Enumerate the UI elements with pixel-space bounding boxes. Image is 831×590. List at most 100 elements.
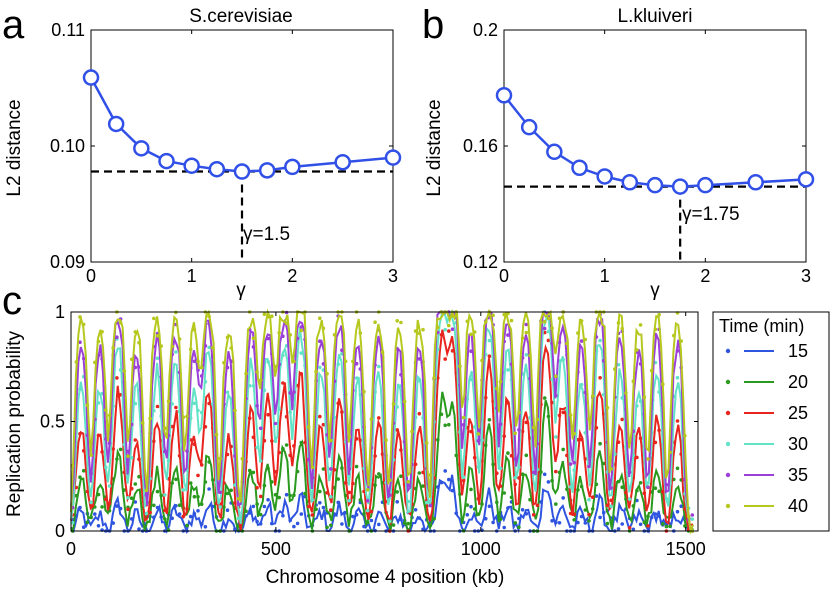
data-point-30 <box>365 508 370 513</box>
data-point-40 <box>576 331 580 335</box>
data-point-40 <box>391 402 396 406</box>
data-point-20 <box>635 488 639 493</box>
data-point-30 <box>258 459 263 463</box>
data-point-40 <box>185 414 189 419</box>
data-point-35 <box>340 348 344 353</box>
data-point-30 <box>498 466 503 471</box>
data-point-35 <box>144 493 149 497</box>
data-point-20 <box>399 474 403 479</box>
data-point-35 <box>107 441 112 446</box>
data-point-20 <box>199 502 204 507</box>
data-point-20 <box>332 485 337 490</box>
data-point-30 <box>646 481 650 485</box>
data-point-15 <box>454 511 459 515</box>
data-point-25 <box>343 481 348 485</box>
data-point-20 <box>329 523 333 528</box>
x-tick-label: 500 <box>261 539 291 559</box>
data-point-25 <box>100 450 104 454</box>
data-point-40 <box>546 316 551 321</box>
data-point-40 <box>524 330 529 335</box>
data-point-30 <box>266 360 270 364</box>
chart-a-ticks: 0 1 2 3 0.09 0.10 0.11 <box>50 20 398 286</box>
data-point-25 <box>399 448 403 452</box>
data-point-40 <box>480 358 484 363</box>
data-point-15 <box>159 515 163 519</box>
data-point-15 <box>78 505 82 510</box>
data-point-15 <box>225 508 230 512</box>
data-point-20 <box>196 495 200 499</box>
data-point-30 <box>273 439 278 444</box>
data-point-20 <box>163 517 167 521</box>
data-point-15 <box>270 521 274 526</box>
data-point-35 <box>321 362 326 366</box>
data-point-30 <box>277 407 282 411</box>
data-point-35 <box>554 393 558 398</box>
data-point-20 <box>439 412 444 417</box>
data-point-30 <box>181 488 186 492</box>
data-point-40 <box>531 425 536 430</box>
data-point-15 <box>351 514 355 519</box>
data-point-40 <box>406 480 411 484</box>
y-tick-label: 0.12 <box>463 252 498 272</box>
data-point-25 <box>583 457 588 461</box>
data-point-25 <box>476 497 481 501</box>
data-point-20 <box>646 514 650 518</box>
data-point-30 <box>236 516 241 521</box>
data-point-25 <box>288 453 293 458</box>
x-tick-label: 0 <box>86 266 96 286</box>
data-point-20 <box>458 492 462 497</box>
data-point-25 <box>461 478 466 483</box>
data-point-15 <box>550 519 554 523</box>
data-point-40 <box>513 431 517 436</box>
data-point-20 <box>89 515 93 520</box>
data-point-30 <box>225 390 230 395</box>
data-point-15 <box>284 492 289 497</box>
data-point-30 <box>587 497 591 502</box>
data-point-30 <box>395 405 400 409</box>
data-point-20 <box>509 495 514 500</box>
data-point-35 <box>236 502 241 507</box>
data-point-35 <box>354 361 359 366</box>
legend-marker-35 <box>725 472 731 478</box>
data-point-20 <box>447 422 451 427</box>
data-point-40 <box>207 314 211 319</box>
data-point-30 <box>144 511 149 516</box>
data-point-20 <box>358 498 363 502</box>
data-point-35 <box>273 421 278 426</box>
data-point-30 <box>354 376 359 380</box>
data-point-20 <box>255 502 259 506</box>
data-point-40 <box>613 367 617 371</box>
data-point-20 <box>528 497 532 502</box>
data-point-25 <box>203 425 208 429</box>
data-point-20 <box>318 489 322 494</box>
data-point-15 <box>192 511 197 516</box>
data-point-30 <box>657 390 661 394</box>
data-point-35 <box>587 464 591 469</box>
data-point-30 <box>601 392 606 397</box>
data-point-20 <box>85 520 90 524</box>
x-tick-label: 2 <box>287 266 297 286</box>
data-point-40 <box>428 473 433 477</box>
data-point-25 <box>535 503 540 508</box>
data-point-20 <box>454 453 459 458</box>
data-point-30 <box>196 408 200 413</box>
data-point-40 <box>104 408 108 412</box>
data-point-35 <box>513 457 517 461</box>
data-point-40 <box>642 395 647 400</box>
data-point-40 <box>413 329 418 333</box>
data-point <box>334 153 351 171</box>
data-point-20 <box>683 524 687 528</box>
data-point-40 <box>436 325 440 330</box>
data-point-35 <box>531 470 536 475</box>
data-point-20 <box>155 489 160 494</box>
data-point-40 <box>679 339 683 343</box>
data-point-40 <box>417 331 422 336</box>
data-point-40 <box>388 478 392 483</box>
data-point-20 <box>362 512 366 516</box>
data-point-35 <box>646 485 650 490</box>
data-point-20 <box>391 523 396 527</box>
data-point-15 <box>417 516 422 520</box>
data-point-40 <box>465 319 470 324</box>
data-point-20 <box>203 480 208 484</box>
x-tick-label: 3 <box>801 266 811 286</box>
